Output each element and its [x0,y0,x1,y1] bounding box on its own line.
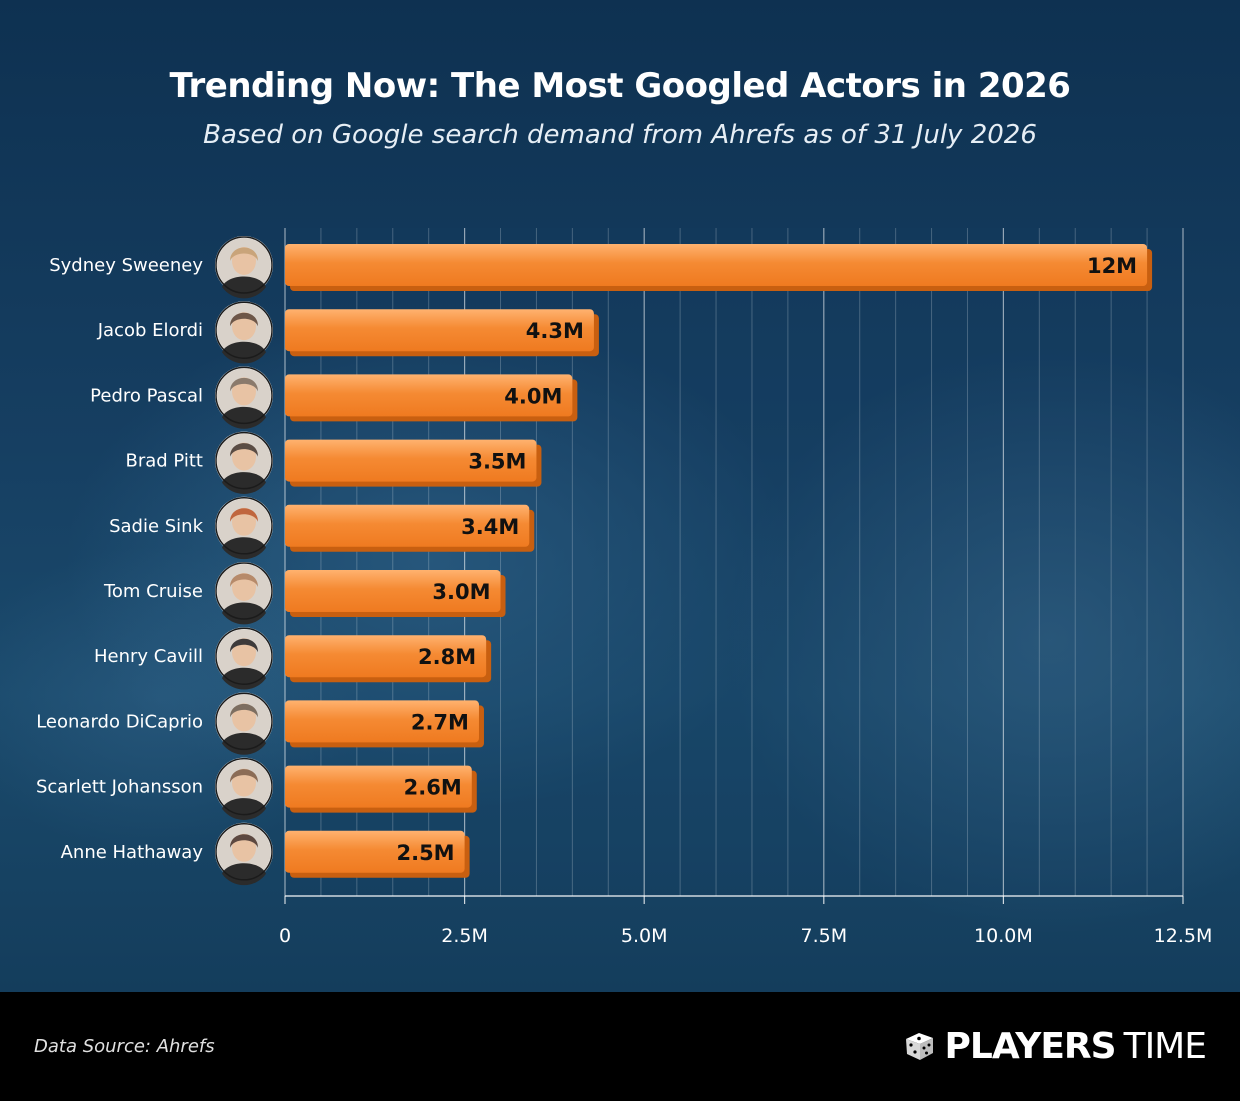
brand-name-bold: PLAYERS [944,1025,1117,1067]
bar-chart: 12M4.3M4.0M3.5M3.4M3.0M2.8M2.7M2.6M2.5M … [36,228,1213,947]
avatar-outline [215,823,273,881]
category-label: Leonardo DiCaprio [36,711,203,732]
footer: Data Source: Ahrefs PLAYERS TIME [0,992,1240,1101]
bar-value-label: 2.8M [418,645,476,669]
category-label: Pedro Pascal [90,385,203,406]
bar [285,700,479,743]
dice-icon [905,1033,933,1060]
category-label: Sydney Sweeney [49,255,203,276]
avatar-outline [215,562,273,620]
avatar-body [222,732,266,755]
bar [285,374,573,417]
bar [285,830,465,873]
x-tick-label: 2.5M [441,925,488,947]
brand-name-light: TIME [1123,1025,1207,1067]
avatar-body [222,667,266,690]
x-tick-label: 5.0M [621,925,668,947]
avatar-hair [230,312,258,327]
actor-avatar-icon [215,366,273,429]
category-label: Brad Pitt [125,451,203,472]
avatar-hair [230,573,258,587]
bar [285,504,530,547]
bar-value-label: 2.5M [396,841,454,865]
bar-value-label: 4.0M [504,384,562,408]
avatar-outline [215,692,273,751]
category-labels: Sydney Sweeney Jacob Elordi Pedro Pascal Br… [36,236,273,886]
category-label: Anne Hathaway [61,842,204,863]
bar-value-label: 12M [1087,254,1137,278]
actor-avatar-icon [215,562,273,625]
x-tick-label: 10.0M [974,925,1033,947]
data-source: Data Source: Ahrefs [34,1036,215,1057]
actor-avatar-icon [215,627,273,690]
avatar-hair [230,638,258,653]
category-label: Sadie Sink [109,516,204,537]
avatar-hair [230,834,258,848]
actor-avatar-icon [215,236,273,299]
actor-avatar-icon [215,431,273,494]
avatar-body [222,798,266,820]
actor-avatar-icon [215,692,273,755]
brand-logo: PLAYERS TIME [903,1025,1207,1067]
avatar-body [222,341,266,364]
avatar-outline [215,497,273,555]
avatar-hair [230,508,258,522]
actor-avatar-icon [215,496,273,560]
bar-value-label: 2.7M [411,710,469,734]
avatar-body [222,472,266,494]
chart-title: Trending Now: The Most Googled Actors in… [169,66,1071,106]
actor-avatar-icon [215,822,273,886]
avatar-hair [230,769,258,783]
avatar-outline [215,301,273,359]
avatar-body [222,406,266,429]
bar-value-label: 2.6M [404,776,462,800]
category-label: Jacob Elordi [97,320,203,341]
avatar-body [222,863,266,886]
bar [285,635,487,678]
avatar-outline [215,627,273,685]
bar-value-label: 4.3M [526,319,584,343]
avatar-hair [230,443,258,457]
chart-subtitle: Based on Google search demand from Ahref… [203,120,1037,150]
avatar-body [222,276,266,299]
avatar-outline [215,757,273,816]
avatar-hair [230,703,258,718]
bar [285,309,594,352]
actor-avatar-icon [215,301,273,364]
bar-value-label: 3.0M [432,580,490,604]
avatar-body [222,537,266,560]
avatar-body [222,602,266,625]
bar-value-label: 3.4M [461,515,519,539]
x-axis: 0 2.5M 5.0M 7.5M 10.0M 12.5M [279,895,1213,947]
avatar-hair [230,377,258,392]
category-label: Henry Cavill [94,646,203,667]
actor-avatar-icon [215,757,273,820]
avatar-outline [215,236,273,294]
x-tick-label: 12.5M [1154,925,1213,947]
avatar-outline [215,366,273,425]
avatar-outline [215,431,273,490]
bar-value-label: 3.5M [468,450,526,474]
bar [285,439,537,482]
bars: 12M 4.3M 4.0M 3.5M 3.4M 3.0M 2.8M 2.7M 2.6M 2.5M [285,244,1153,878]
bar [285,765,472,808]
avatar-hair [230,247,258,261]
bar [285,570,501,612]
category-label: Tom Cruise [103,581,203,602]
bar [285,244,1148,286]
category-label: Scarlett Johansson [36,777,203,798]
x-tick-label: 0 [279,925,291,947]
x-tick-label: 7.5M [800,925,847,947]
background [0,0,1240,992]
